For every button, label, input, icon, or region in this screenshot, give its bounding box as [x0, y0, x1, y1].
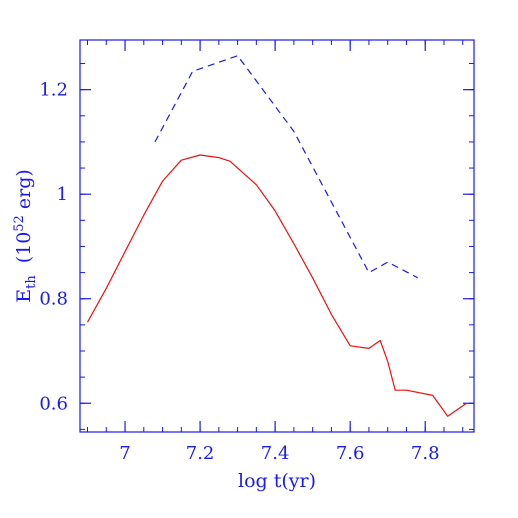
x-tick-label: 7.2 — [186, 443, 215, 464]
y-tick-labels: 0.6 0.8 1 1.2 — [39, 80, 68, 415]
y-tick-label: 1 — [57, 184, 68, 205]
plot-frame — [79, 39, 475, 433]
x-tick-label: 7.6 — [336, 443, 365, 464]
y-tick-label: 1.2 — [39, 80, 68, 101]
y-tick-label: 0.6 — [39, 393, 68, 414]
y-axis-label-unit-close: erg) — [13, 169, 35, 215]
minor-ticks — [80, 40, 474, 432]
y-axis-label-unit-superscript: 52 — [12, 215, 27, 232]
series-group — [86, 55, 467, 417]
x-tick-label: 7.4 — [261, 443, 290, 464]
y-axis-label-subscript: th — [24, 275, 39, 289]
solid-series-line — [86, 154, 467, 417]
y-tick-label: 0.8 — [39, 289, 68, 310]
y-axis-label-main: E — [13, 289, 35, 303]
y-axis-label-unit-open: (10 — [13, 232, 35, 264]
major-ticks — [80, 40, 474, 432]
dashed-series-line — [154, 55, 418, 279]
x-tick-label: 7.8 — [411, 443, 440, 464]
x-tick-labels: 7 7.2 7.4 7.6 7.8 — [119, 443, 439, 464]
x-axis-label: log t(yr) — [238, 470, 316, 492]
x-tick-label: 7 — [119, 443, 130, 464]
y-axis-label: Eth (1052 erg) — [12, 169, 39, 303]
